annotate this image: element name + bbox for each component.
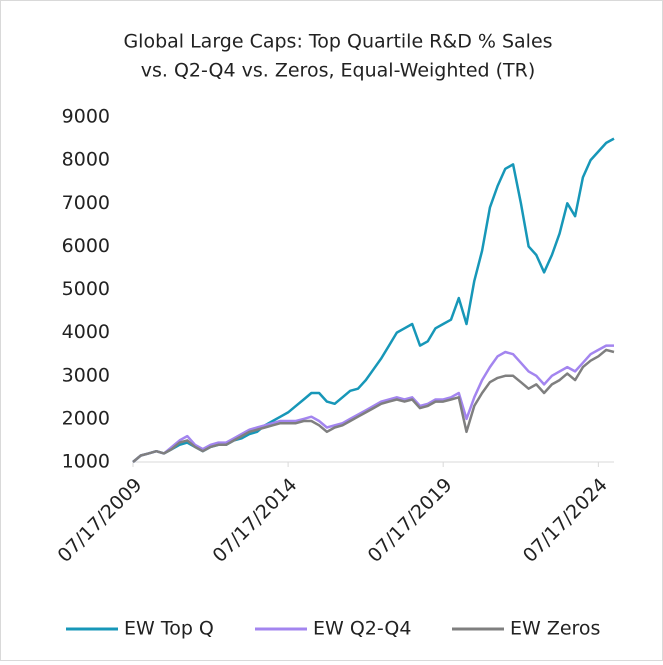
y-tick-label: 1000 <box>62 451 110 473</box>
legend-label: EW Q2-Q4 <box>313 618 411 640</box>
y-tick-label: 2000 <box>62 407 110 429</box>
y-tick-label: 5000 <box>62 278 110 300</box>
chart-title: Global Large Caps: Top Quartile R&D % Sa… <box>123 31 552 53</box>
chart-title: vs. Q2-Q4 vs. Zeros, Equal-Weighted (TR) <box>141 60 536 82</box>
y-tick-label: 4000 <box>62 321 110 343</box>
y-tick-label: 3000 <box>62 364 110 386</box>
y-tick-label: 8000 <box>62 149 110 171</box>
series-line <box>132 344 614 463</box>
series-line <box>132 348 615 463</box>
legend-label: EW Zeros <box>510 618 600 640</box>
y-tick-label: 9000 <box>62 106 110 128</box>
legend-label: EW Top Q <box>124 618 214 640</box>
y-tick-label: 6000 <box>62 235 110 257</box>
y-tick-label: 7000 <box>62 192 110 214</box>
